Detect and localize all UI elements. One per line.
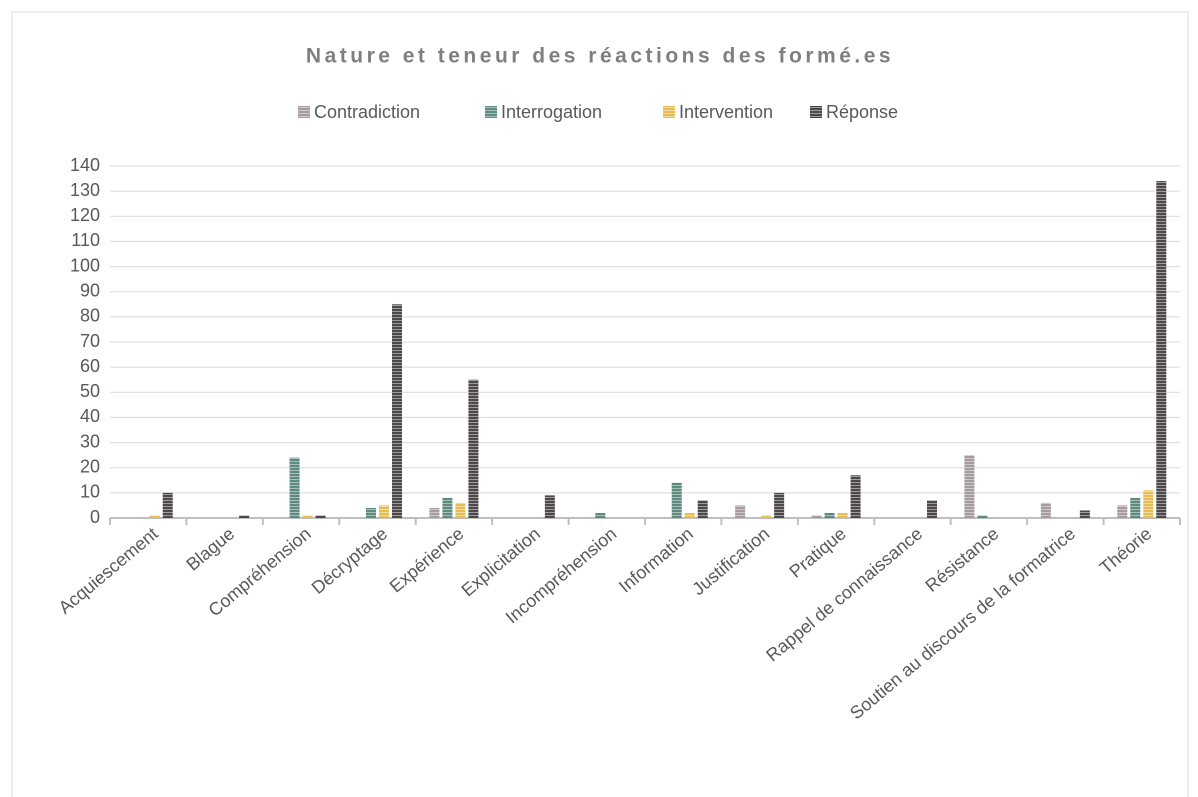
bar bbox=[697, 500, 708, 518]
y-tick-label: 120 bbox=[70, 205, 100, 225]
legend-label: Réponse bbox=[826, 102, 898, 122]
y-tick-label: 90 bbox=[80, 280, 100, 300]
bar bbox=[671, 482, 682, 518]
y-tick-label: 80 bbox=[80, 306, 100, 326]
y-tick-label: 40 bbox=[80, 406, 100, 426]
bar bbox=[964, 455, 975, 518]
bar bbox=[544, 495, 555, 518]
y-tick-label: 140 bbox=[70, 155, 100, 175]
legend-swatch bbox=[810, 106, 822, 118]
bar bbox=[977, 515, 988, 518]
y-tick-label: 60 bbox=[80, 356, 100, 376]
legend-label: Intervention bbox=[679, 102, 773, 122]
bar bbox=[468, 379, 479, 518]
y-tick-label: 30 bbox=[80, 431, 100, 451]
y-tick-label: 0 bbox=[90, 507, 100, 527]
bar bbox=[302, 515, 313, 518]
bar bbox=[239, 515, 250, 518]
chart-title: Nature et teneur des réactions des formé… bbox=[306, 45, 894, 68]
bar bbox=[1040, 502, 1051, 518]
y-tick-label: 10 bbox=[80, 482, 100, 502]
y-tick-label: 130 bbox=[70, 180, 100, 200]
bar bbox=[1117, 505, 1128, 518]
bar bbox=[850, 475, 861, 518]
bar bbox=[1130, 497, 1141, 518]
y-tick-label: 100 bbox=[70, 255, 100, 275]
bar bbox=[455, 502, 466, 518]
bar bbox=[761, 515, 772, 518]
legend-label: Interrogation bbox=[501, 102, 602, 122]
bar bbox=[442, 497, 453, 518]
bar bbox=[774, 492, 785, 518]
y-tick-label: 50 bbox=[80, 381, 100, 401]
bar bbox=[927, 500, 937, 518]
bar bbox=[824, 512, 835, 518]
bar bbox=[379, 505, 389, 518]
bar bbox=[811, 515, 822, 518]
bar bbox=[392, 304, 402, 518]
bar bbox=[1143, 490, 1154, 518]
y-tick-label: 110 bbox=[71, 230, 100, 250]
bar bbox=[289, 457, 300, 518]
y-tick-label: 70 bbox=[80, 331, 100, 351]
bar bbox=[684, 512, 695, 518]
legend-swatch bbox=[298, 106, 310, 118]
bar bbox=[595, 512, 606, 518]
bar bbox=[1156, 181, 1167, 519]
bar bbox=[735, 505, 746, 518]
bar bbox=[149, 515, 160, 518]
y-tick-label: 20 bbox=[80, 456, 100, 476]
bar bbox=[429, 507, 440, 518]
legend-swatch bbox=[663, 106, 675, 118]
bar bbox=[366, 507, 376, 518]
legend-label: Contradiction bbox=[314, 102, 420, 122]
bar bbox=[315, 515, 326, 518]
legend-swatch bbox=[485, 106, 497, 118]
bar bbox=[837, 512, 848, 518]
bar bbox=[1079, 510, 1090, 518]
bar bbox=[162, 492, 173, 518]
chart-border bbox=[11, 11, 1189, 797]
